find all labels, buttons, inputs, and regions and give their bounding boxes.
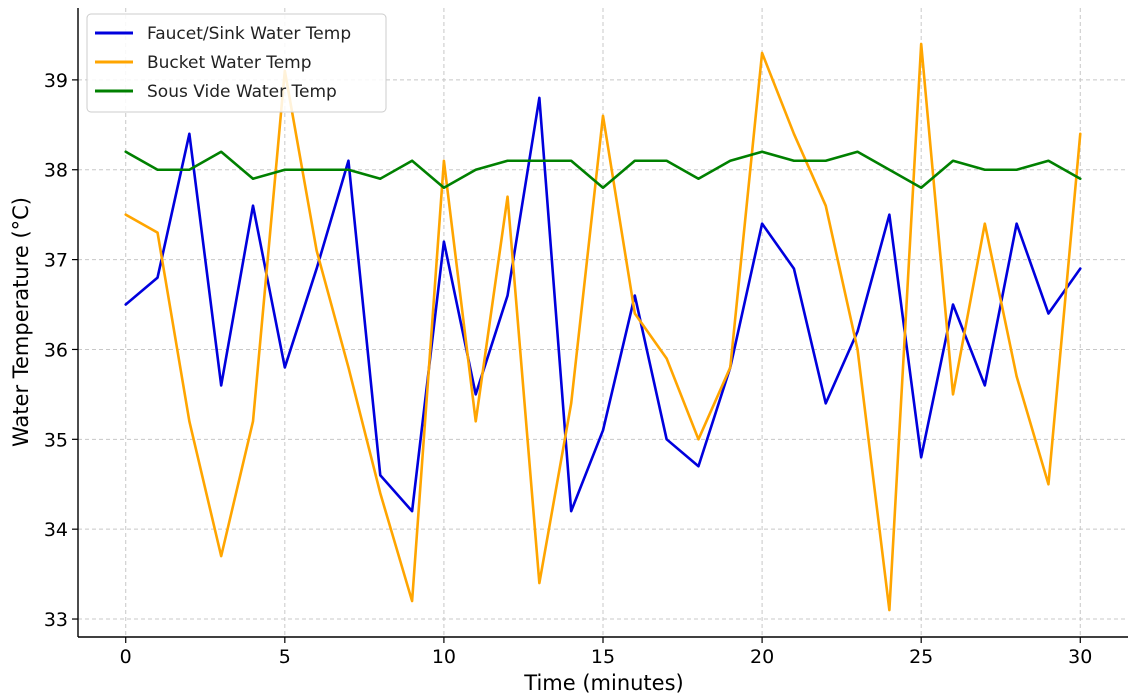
x-tick-label: 5 — [279, 646, 291, 668]
series-line-3 — [124, 150, 1082, 190]
x-tick-label: 10 — [432, 646, 456, 668]
y-tick-label: 38 — [44, 160, 68, 182]
legend-label-1: Faucet/Sink Water Temp — [147, 24, 351, 44]
legend-label-2: Bucket Water Temp — [147, 53, 312, 73]
y-tick-label: 37 — [44, 250, 68, 272]
x-tick-label: 30 — [1068, 646, 1092, 668]
y-tick-label: 39 — [44, 70, 68, 92]
series-line-1 — [124, 96, 1082, 513]
y-tick-label: 35 — [44, 429, 68, 451]
legend-label-3: Sous Vide Water Temp — [147, 82, 337, 102]
y-tick-label: 34 — [44, 519, 68, 541]
legend: Faucet/Sink Water Temp Bucket Water Temp S… — [86, 13, 387, 113]
y-axis-label: Water Temperature (°C) — [9, 197, 33, 447]
y-ticks: 33 34 35 36 37 38 39 — [44, 70, 78, 631]
x-axis-label: Time (minutes) — [523, 671, 683, 695]
x-tick-label: 0 — [120, 646, 132, 668]
x-tick-label: 25 — [909, 646, 933, 668]
x-tick-label: 15 — [591, 646, 615, 668]
y-tick-label: 33 — [44, 609, 68, 631]
x-tick-label: 20 — [750, 646, 774, 668]
y-tick-label: 36 — [44, 339, 68, 361]
legend-box — [86, 13, 387, 113]
x-ticks: 0 5 10 15 20 25 30 — [120, 637, 1092, 668]
